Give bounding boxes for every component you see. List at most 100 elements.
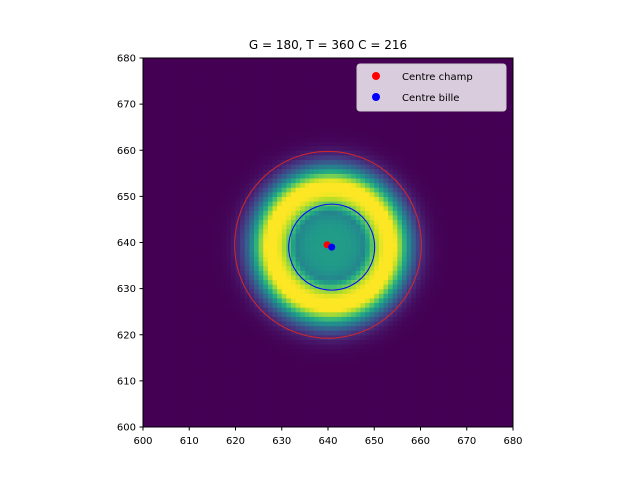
heatmap-cell — [277, 154, 283, 161]
heatmap-cell — [203, 150, 209, 156]
heatmap-cell — [193, 265, 200, 271]
heatmap-cell — [263, 367, 269, 373]
heatmap-cell — [369, 274, 375, 280]
heatmap-cell — [263, 380, 269, 387]
heatmap-cell — [166, 187, 172, 193]
heatmap-cell — [383, 320, 389, 327]
heatmap-cell — [180, 233, 186, 239]
heatmap-cell — [383, 362, 389, 368]
heatmap-cell — [415, 150, 422, 156]
heatmap-cell — [281, 279, 287, 285]
heatmap-cell — [207, 274, 213, 280]
heatmap-cell — [170, 127, 176, 133]
heatmap-cell — [230, 343, 237, 350]
heatmap-cell — [203, 81, 209, 87]
heatmap-cell — [411, 256, 417, 262]
heatmap-cell — [143, 334, 149, 340]
heatmap-cell — [291, 67, 297, 73]
heatmap-cell — [170, 394, 176, 400]
heatmap-cell — [189, 173, 195, 179]
heatmap-cell — [323, 380, 329, 387]
heatmap-cell — [355, 274, 361, 280]
heatmap-cell — [254, 127, 260, 133]
heatmap-cell — [318, 154, 324, 161]
heatmap-cell — [374, 385, 380, 391]
heatmap-cell — [295, 385, 301, 391]
heatmap-cell — [152, 260, 158, 267]
heatmap-cell — [235, 141, 241, 147]
heatmap-cell — [318, 357, 324, 364]
heatmap-cell — [263, 288, 269, 294]
heatmap-cell — [156, 270, 163, 276]
heatmap-cell — [388, 228, 394, 234]
heatmap-cell — [226, 150, 232, 156]
heatmap-cell — [161, 182, 167, 188]
heatmap-cell — [388, 210, 394, 216]
heatmap-cell — [341, 214, 348, 221]
heatmap-cell — [341, 316, 348, 322]
heatmap-cell — [235, 311, 241, 317]
heatmap-cell — [175, 362, 181, 368]
heatmap-cell — [323, 256, 329, 262]
heatmap-cell — [156, 58, 163, 64]
heatmap-cell — [341, 325, 348, 331]
heatmap-cell — [267, 302, 274, 308]
heatmap-cell — [221, 94, 227, 101]
heatmap-cell — [383, 339, 389, 345]
heatmap-cell — [230, 316, 237, 322]
heatmap-cell — [392, 127, 398, 133]
heatmap-cell — [351, 224, 357, 230]
heatmap-cell — [235, 81, 241, 87]
heatmap-cell — [328, 187, 334, 193]
heatmap-cell — [291, 367, 297, 373]
heatmap-cell — [235, 367, 241, 373]
heatmap-cell — [267, 62, 274, 68]
heatmap-cell — [184, 141, 190, 147]
heatmap-cell — [341, 302, 348, 308]
heatmap-cell — [425, 284, 431, 290]
heatmap-cell — [360, 399, 366, 405]
heatmap-cell — [397, 150, 403, 156]
heatmap-cell — [180, 71, 186, 78]
heatmap-cell — [406, 228, 412, 234]
heatmap-cell — [286, 413, 292, 419]
heatmap-cell — [184, 242, 190, 248]
heatmap-cell — [378, 187, 385, 193]
heatmap-cell — [300, 307, 306, 313]
heatmap-cell — [277, 265, 283, 271]
heatmap-cell — [175, 81, 181, 87]
heatmap-cell — [267, 422, 274, 427]
heatmap-cell — [415, 343, 422, 350]
heatmap-cell — [212, 339, 218, 345]
heatmap-cell — [156, 293, 163, 299]
heatmap-cell — [254, 413, 260, 419]
heatmap-cell — [212, 85, 218, 91]
heatmap-cell — [152, 339, 158, 345]
heatmap-cell — [425, 357, 431, 364]
heatmap-cell — [221, 362, 227, 368]
heatmap-cell — [406, 219, 412, 225]
heatmap-cell — [351, 94, 357, 101]
heatmap-cell — [291, 210, 297, 216]
heatmap-cell — [378, 210, 385, 216]
heatmap-cell — [184, 330, 190, 336]
heatmap-cell — [420, 288, 426, 294]
heatmap-cell — [277, 284, 283, 290]
heatmap-cell — [166, 334, 172, 340]
heatmap-cell — [175, 399, 181, 405]
heatmap-cell — [249, 413, 255, 419]
heatmap-cell — [235, 357, 241, 364]
heatmap-cell — [295, 108, 301, 114]
heatmap-cell — [272, 76, 278, 82]
heatmap-cell — [332, 260, 338, 267]
heatmap-cell — [212, 228, 218, 234]
heatmap-cell — [365, 403, 371, 410]
heatmap-cell — [156, 145, 163, 151]
heatmap-cell — [314, 380, 320, 387]
heatmap-cell — [184, 90, 190, 96]
heatmap-cell — [402, 270, 408, 276]
heatmap-cell — [272, 90, 278, 96]
heatmap-cell — [420, 58, 426, 64]
heatmap-cell — [175, 177, 181, 184]
heatmap-cell — [203, 371, 209, 377]
